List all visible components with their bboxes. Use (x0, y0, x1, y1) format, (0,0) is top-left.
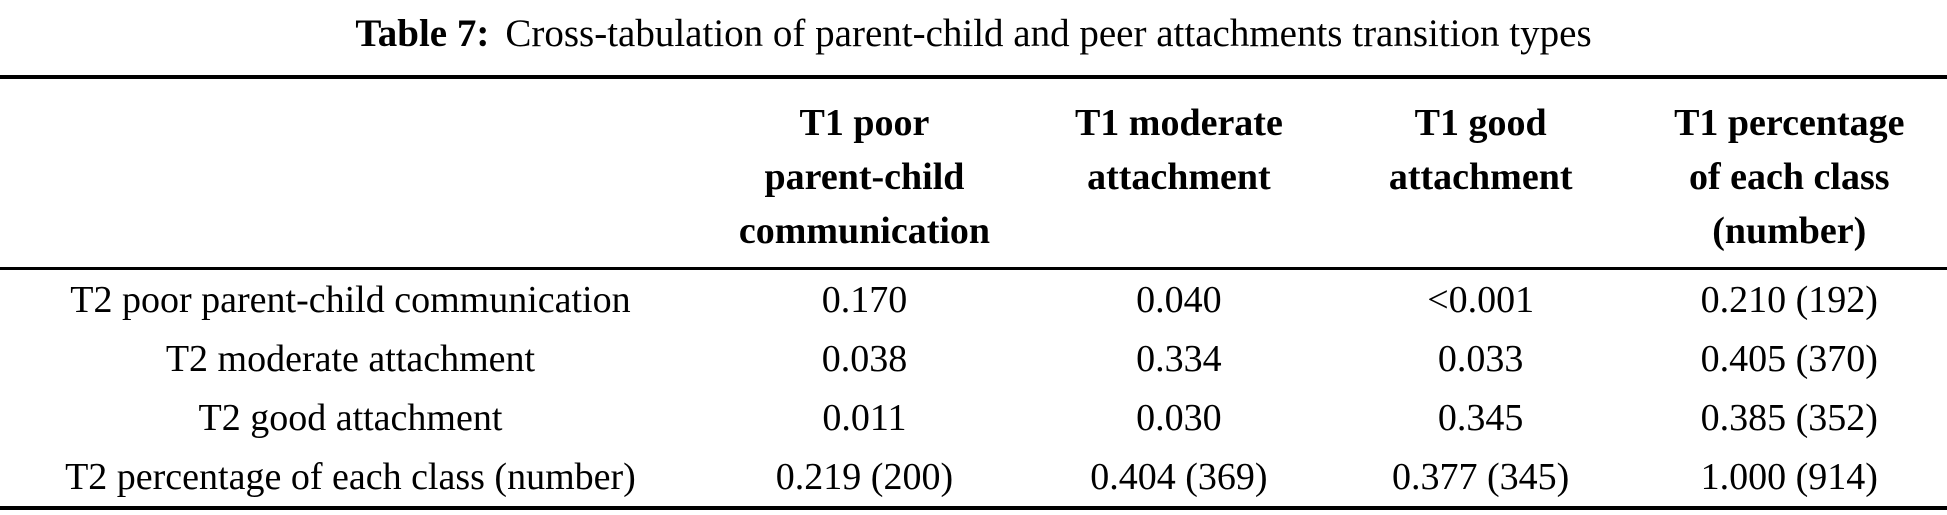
header-t1-moderate-attachment: T1 moderate attachment (1028, 77, 1330, 269)
table-caption-text: Cross-tabulation of parent-child and pee… (505, 12, 1592, 55)
cell: 0.334 (1136, 337, 1222, 380)
cell: 1.000 (914) (1700, 455, 1878, 498)
header-line: communication (738, 210, 991, 252)
cell: 0.404 (369) (1090, 455, 1268, 498)
row-label: T2 poor parent-child communication (70, 278, 631, 321)
cell: 0.385 (352) (1700, 396, 1878, 439)
cell: 0.405 (370) (1700, 337, 1878, 380)
cell: 0.040 (1136, 278, 1222, 321)
cell: 0.033 (1437, 337, 1524, 380)
cell: 0.170 (821, 278, 908, 321)
table-row: T2 poor parent-child communication 0.170… (0, 269, 1947, 330)
header-empty-cell (0, 77, 701, 269)
cross-tabulation-table: T1 poor parent-child communication T1 mo… (0, 75, 1947, 510)
cell: 0.011 (822, 396, 907, 439)
header-t1-poor-parent-child-communication: T1 poor parent-child communication (701, 77, 1028, 269)
header-t1-percentage-of-each-class: T1 percentage of each class (number) (1632, 77, 1947, 269)
cell: 0.210 (192) (1700, 278, 1878, 321)
header-line: T1 poor (799, 102, 930, 144)
table-row: T2 percentage of each class (number) 0.2… (0, 447, 1947, 508)
table-caption-label: Table 7: (355, 12, 490, 55)
header-line: parent-child (764, 156, 965, 198)
header-line: attachment (1087, 156, 1271, 198)
row-label: T2 moderate attachment (165, 337, 536, 380)
row-label: T2 percentage of each class (number) (65, 455, 636, 498)
cell: 0.219 (200) (775, 455, 954, 498)
header-line: (number) (1712, 210, 1867, 252)
header-row: T1 poor parent-child communication T1 mo… (0, 77, 1947, 269)
header-t1-good-attachment: T1 good attachment (1330, 77, 1632, 269)
cell: 0.377 (345) (1392, 455, 1570, 498)
table-row: T2 good attachment 0.011 0.030 0.345 0.3… (0, 388, 1947, 447)
cell: 0.038 (821, 337, 908, 380)
row-label: T2 good attachment (198, 396, 503, 439)
cell: 0.030 (1136, 396, 1222, 439)
cell: <0.001 (1427, 278, 1535, 321)
header-line: T1 moderate (1074, 102, 1283, 144)
header-line: of each class (1689, 156, 1890, 198)
cell: 0.345 (1437, 396, 1524, 439)
header-line: attachment (1388, 156, 1573, 198)
table-caption: Table 7: Cross-tabulation of parent-child… (0, 0, 1947, 75)
header-line: T1 percentage (1674, 102, 1905, 144)
table-row: T2 moderate attachment 0.038 0.334 0.033… (0, 329, 1947, 388)
header-line: T1 good (1414, 102, 1547, 144)
